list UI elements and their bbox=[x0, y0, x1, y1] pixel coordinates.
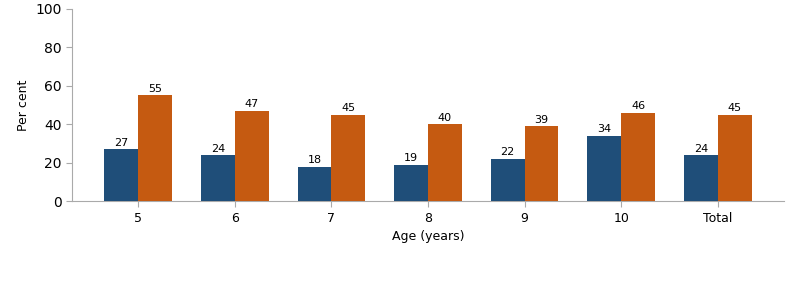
X-axis label: Age (years): Age (years) bbox=[392, 230, 464, 243]
Text: 47: 47 bbox=[245, 99, 259, 109]
Text: 39: 39 bbox=[534, 115, 549, 125]
Bar bbox=[525, 126, 558, 201]
Bar bbox=[490, 159, 525, 201]
Text: 19: 19 bbox=[404, 153, 418, 163]
Text: 24: 24 bbox=[694, 144, 708, 154]
Bar bbox=[104, 149, 138, 201]
Bar bbox=[428, 124, 462, 201]
Text: 55: 55 bbox=[148, 84, 162, 94]
Text: 45: 45 bbox=[342, 103, 355, 113]
Text: 18: 18 bbox=[307, 155, 322, 165]
Bar bbox=[298, 167, 331, 201]
Text: 24: 24 bbox=[210, 144, 225, 154]
Bar bbox=[394, 165, 428, 201]
Y-axis label: Per cent: Per cent bbox=[17, 79, 30, 131]
Bar bbox=[138, 95, 172, 201]
Bar bbox=[587, 136, 622, 201]
Bar bbox=[718, 115, 752, 201]
Bar bbox=[234, 111, 269, 201]
Bar bbox=[622, 113, 655, 201]
Text: 34: 34 bbox=[598, 124, 611, 134]
Bar bbox=[331, 115, 366, 201]
Bar bbox=[684, 155, 718, 201]
Bar bbox=[201, 155, 234, 201]
Text: 46: 46 bbox=[631, 101, 645, 111]
Text: 40: 40 bbox=[438, 113, 452, 123]
Text: 27: 27 bbox=[114, 138, 128, 148]
Text: 22: 22 bbox=[501, 147, 515, 157]
Text: 45: 45 bbox=[728, 103, 742, 113]
